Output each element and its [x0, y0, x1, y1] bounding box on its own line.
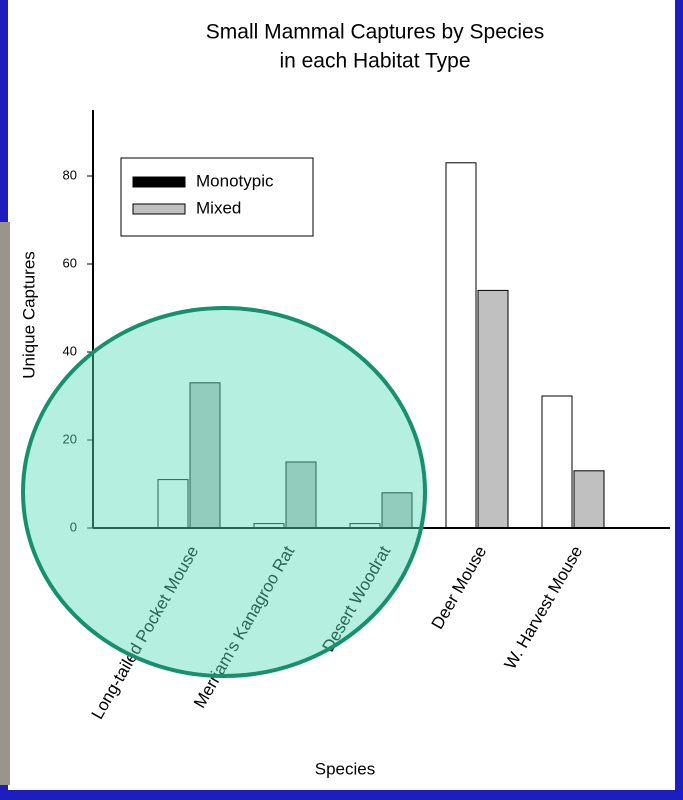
legend-box: [121, 158, 313, 236]
bar: [446, 163, 476, 528]
y-tick-label: 60: [63, 255, 77, 270]
page: Small Mammal Captures by Species in each…: [0, 0, 683, 800]
x-axis-label: Species: [315, 759, 375, 778]
y-axis-label: Unique Captures: [19, 251, 38, 379]
legend-swatch: [133, 177, 185, 187]
slide: Small Mammal Captures by Species in each…: [0, 0, 683, 800]
y-tick-label: 80: [63, 167, 77, 182]
legend-swatch: [133, 204, 185, 214]
bar: [574, 471, 604, 528]
chart-title: in each Habitat Type: [279, 50, 470, 73]
highlight-circle: [23, 308, 425, 676]
chart-title: Small Mammal Captures by Species: [206, 21, 544, 44]
bar: [542, 396, 572, 528]
bar: [478, 290, 508, 528]
legend-label: Monotypic: [196, 171, 274, 190]
legend-label: Mixed: [196, 198, 241, 217]
y-tick-label: 40: [63, 343, 77, 358]
background-photo: [0, 222, 10, 785]
